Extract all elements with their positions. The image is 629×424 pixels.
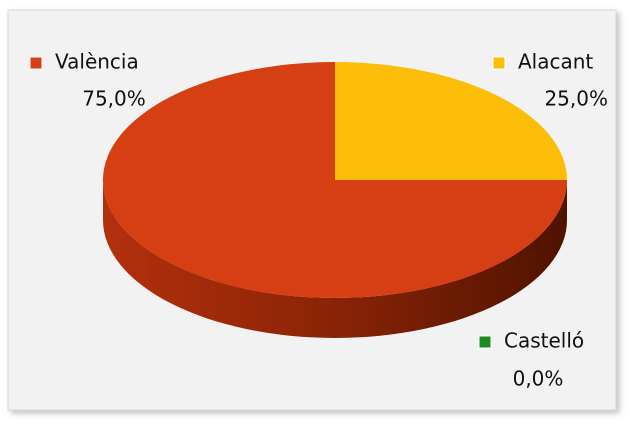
slice-side	[103, 180, 567, 338]
legend-marker	[29, 56, 43, 70]
label-value: 75,0%	[82, 87, 146, 111]
slice	[335, 62, 567, 180]
label-name: Alacant	[518, 50, 593, 74]
legend-marker	[492, 56, 506, 70]
label-value: 0,0%	[513, 367, 564, 391]
legend-marker	[478, 335, 492, 349]
label-name: València	[55, 50, 139, 74]
label-value: 25,0%	[544, 87, 608, 111]
label-name: Castelló	[504, 329, 584, 353]
